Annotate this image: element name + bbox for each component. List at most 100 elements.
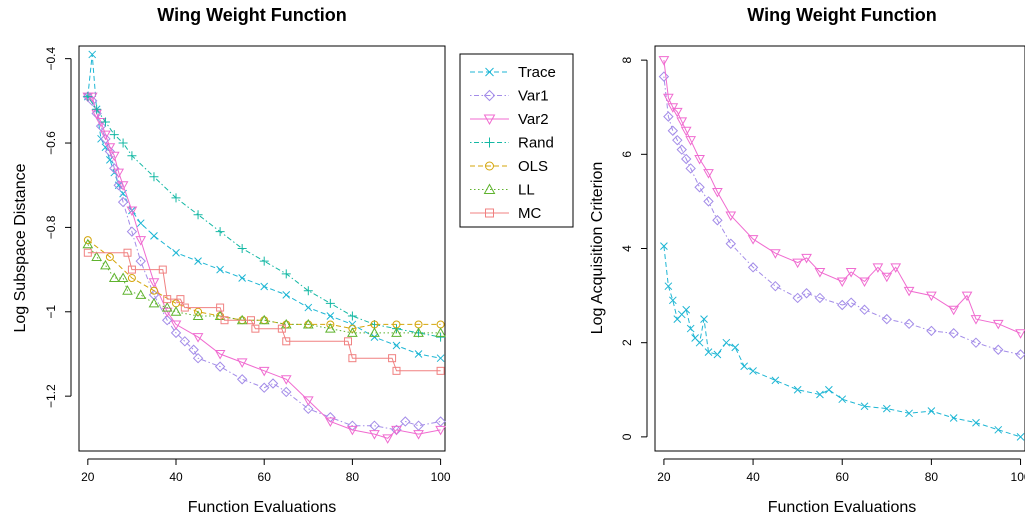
left-point-var2 <box>369 430 380 440</box>
left-line-rand <box>87 96 441 338</box>
left-point-var2 <box>113 168 125 179</box>
left-point-trace <box>88 50 97 59</box>
left-line-ols <box>87 239 441 330</box>
left-point-var1 <box>104 146 116 157</box>
left-point-var2 <box>161 307 173 318</box>
right-point-trace <box>660 242 668 250</box>
left-x-axis-label: Function Evaluations <box>188 499 337 516</box>
legend-item-ols: OLS <box>470 158 548 175</box>
left-series-group <box>82 50 446 444</box>
left-point-mc <box>158 265 167 274</box>
right-point-var2 <box>694 155 705 165</box>
left-point-var1 <box>126 226 138 237</box>
left-point-ll <box>122 285 133 295</box>
left-point-var2 <box>135 236 147 246</box>
right-point-trace <box>838 395 847 404</box>
left-point-rand <box>100 117 110 127</box>
right-y-tick-label: 4 <box>620 245 634 252</box>
left-point-rand <box>436 332 446 342</box>
left-x-tick-label: 40 <box>169 470 183 484</box>
right-point-var2 <box>881 272 893 283</box>
right-point-trace <box>793 385 802 394</box>
right-point-var2 <box>663 93 674 104</box>
right-point-var2 <box>801 253 812 264</box>
legend-item-trace: Trace <box>470 64 556 81</box>
left-point-ols <box>83 236 92 245</box>
left-point-mc <box>180 303 189 312</box>
left-point-rand <box>193 210 203 220</box>
left-point-var2 <box>148 278 160 288</box>
right-y-tick-label: 6 <box>620 151 634 158</box>
legend-label-ll: LL <box>518 182 535 199</box>
left-point-mc <box>246 316 255 325</box>
right-point-trace <box>927 407 936 415</box>
left-point-var1 <box>135 255 146 267</box>
right-point-trace <box>905 409 913 418</box>
right-series-var2 <box>658 56 1025 339</box>
left-point-var1 <box>236 374 248 385</box>
left-point-mc <box>282 337 291 346</box>
left-series-var2 <box>82 92 446 444</box>
left-line-mc <box>87 252 441 372</box>
left-point-rand <box>118 138 128 148</box>
left-y-tick-label: −0.6 <box>44 131 58 155</box>
left-point-trace <box>370 333 379 341</box>
left-point-rand <box>259 256 269 266</box>
left-point-ll <box>258 314 270 325</box>
left-point-var2 <box>117 181 129 191</box>
left-point-ll <box>161 302 173 312</box>
left-point-trace <box>348 320 357 329</box>
right-point-var1 <box>725 238 736 249</box>
left-series-mc <box>83 248 445 375</box>
legend-label-mc: MC <box>518 205 541 222</box>
right-point-var1 <box>859 304 870 315</box>
left-y-axis-label: Log Subspace Distance <box>12 163 29 332</box>
left-chart-title: Wing Weight Function <box>157 5 346 25</box>
left-y-tick-label: −1 <box>44 305 58 319</box>
left-point-rand <box>149 172 159 182</box>
left-point-rand <box>92 104 102 114</box>
legend-item-var2: Var2 <box>470 111 549 128</box>
left-point-var1 <box>281 386 292 398</box>
right-point-var1 <box>792 292 803 304</box>
left-point-trace <box>326 312 335 320</box>
left-line-var1 <box>87 96 441 431</box>
left-point-ll <box>91 251 102 261</box>
right-point-var2 <box>671 107 683 118</box>
left-point-var2 <box>95 117 107 128</box>
left-point-var2 <box>104 143 116 153</box>
right-point-trace <box>860 402 869 411</box>
right-x-axis-label: Function Evaluations <box>768 499 917 516</box>
right-point-var1 <box>685 163 696 174</box>
right-point-var2 <box>872 263 884 273</box>
legend-marker-var2 <box>483 114 496 126</box>
left-point-var2 <box>108 151 120 162</box>
left-point-trace <box>260 282 269 291</box>
right-point-var1 <box>770 280 781 292</box>
right-point-var1 <box>903 318 915 330</box>
right-point-var1 <box>970 337 982 348</box>
right-point-var2 <box>676 117 688 127</box>
left-point-rand <box>237 244 247 253</box>
left-point-ols <box>105 252 114 261</box>
right-point-trace <box>682 305 691 314</box>
legend-marker-trace <box>485 67 494 77</box>
left-point-ll <box>148 297 160 308</box>
left-point-mc <box>216 303 225 312</box>
left-x-axis: 20 40 60 80 100 <box>81 458 451 484</box>
right-point-trace <box>668 296 677 305</box>
right-point-var2 <box>680 126 692 137</box>
right-point-var1 <box>663 111 674 122</box>
right-point-var2 <box>712 187 723 198</box>
right-point-var1 <box>667 125 679 136</box>
legend-items: Trace Var1 Var2 Rand OLS LL MC <box>470 64 556 222</box>
right-point-var2 <box>685 136 697 146</box>
right-point-var2 <box>703 169 714 179</box>
right-point-trace <box>816 390 824 399</box>
left-point-trace <box>106 156 114 164</box>
left-point-var2 <box>435 425 446 436</box>
right-point-trace <box>695 338 704 347</box>
left-point-var2 <box>170 320 182 330</box>
left-point-var2 <box>236 358 248 368</box>
left-series-ll <box>82 238 446 337</box>
